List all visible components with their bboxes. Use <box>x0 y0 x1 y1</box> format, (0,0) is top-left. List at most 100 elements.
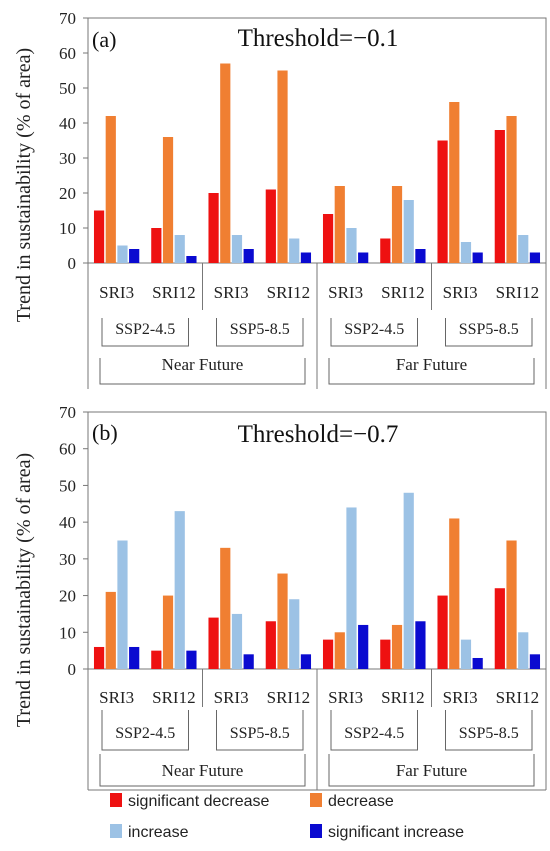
category-label: SRI12 <box>381 283 424 302</box>
bar <box>518 632 529 669</box>
y-tick-label: 20 <box>59 184 76 203</box>
scenario-label: SSP2-4.5 <box>344 725 404 742</box>
bar <box>93 210 105 263</box>
bar <box>300 252 312 263</box>
y-tick-label: 70 <box>59 9 76 28</box>
bar <box>231 613 243 669</box>
bar <box>334 186 345 263</box>
bar <box>460 639 472 669</box>
category-label: SRI3 <box>443 688 478 707</box>
category-label: SRI12 <box>267 283 310 302</box>
scenario-label: SSP5-8.5 <box>459 725 519 742</box>
y-tick-label: 10 <box>59 623 76 642</box>
bar <box>415 249 426 263</box>
y-tick-label: 60 <box>59 440 76 459</box>
category-label: SRI12 <box>381 688 424 707</box>
scenario-label: SSP2-4.5 <box>115 725 175 742</box>
legend-swatch <box>110 824 122 838</box>
y-tick-label: 70 <box>59 403 76 422</box>
scenario-bracket <box>330 318 418 347</box>
bar <box>437 140 448 263</box>
scenario-bracket <box>445 710 533 751</box>
bar <box>346 507 357 669</box>
scenario-label: SSP2-4.5 <box>344 321 404 338</box>
legend-swatch <box>110 793 122 807</box>
bar <box>358 624 369 669</box>
legend-swatch <box>310 793 322 807</box>
bar <box>265 189 276 263</box>
bar <box>105 116 116 263</box>
bar <box>243 249 254 263</box>
panel-label: (b) <box>92 420 118 445</box>
y-axis-label-a: Trend in sustainability (% of area) <box>13 48 35 322</box>
bar <box>391 624 403 669</box>
period-bracket <box>99 754 306 787</box>
category-label: SRI3 <box>328 283 363 302</box>
bar <box>529 654 541 669</box>
bar <box>208 617 219 669</box>
period-label: Far Future <box>396 355 467 374</box>
bar <box>208 193 219 263</box>
bar <box>472 657 483 669</box>
chart-panel-a: 0 10 20 30 40 50 60 70 SRI3 SRI12 SRI3 SRI12 SRI3 SRI… <box>59 9 547 389</box>
bar <box>265 621 276 669</box>
category-label: SRI3 <box>214 283 249 302</box>
bar <box>506 540 517 669</box>
bar <box>449 518 460 669</box>
bar <box>117 245 128 263</box>
category-label: SRI12 <box>152 688 195 707</box>
bar <box>380 639 391 669</box>
chart-legend: significant decrease decrease increase sign… <box>110 793 464 841</box>
y-tick-label: 50 <box>59 79 76 98</box>
bar <box>437 595 448 669</box>
plot-frame <box>87 411 547 670</box>
period-label: Far Future <box>396 761 467 780</box>
category-label: SRI3 <box>443 283 478 302</box>
chart-title: Threshold=−0.1 <box>238 25 399 52</box>
bar <box>415 621 426 669</box>
bar <box>231 235 243 263</box>
bar <box>117 540 128 669</box>
bar <box>403 492 414 669</box>
bar <box>129 249 140 263</box>
category-label: SRI12 <box>152 283 195 302</box>
y-tick-label: 30 <box>59 550 76 569</box>
legend-label: increase <box>128 824 189 841</box>
scenario-bracket <box>101 710 189 751</box>
period-label: Near Future <box>162 761 244 780</box>
category-label: SRI12 <box>496 688 539 707</box>
bar <box>391 186 403 263</box>
y-tick-label: 60 <box>59 44 76 63</box>
scenario-label: SSP5-8.5 <box>230 725 290 742</box>
bar <box>403 200 414 263</box>
period-bracket <box>99 358 306 385</box>
bar <box>380 238 391 263</box>
legend-label: significant increase <box>328 824 464 841</box>
scenario-label: SSP5-8.5 <box>230 321 290 338</box>
bar <box>220 547 231 669</box>
chart-panel-b: 0 10 20 30 40 50 60 70 SRI3 SRI12 SRI3 SRI12 SRI3 SRI… <box>59 403 547 791</box>
bar <box>518 235 529 263</box>
bar <box>162 137 174 263</box>
scenario-label: SSP5-8.5 <box>459 321 519 338</box>
y-tick-label: 0 <box>68 254 77 273</box>
y-axis-label-b: Trend in sustainability (% of area) <box>13 453 35 727</box>
plot-frame <box>87 17 547 264</box>
bar <box>93 646 105 669</box>
bar <box>151 228 162 263</box>
y-tick-label: 40 <box>59 513 76 532</box>
category-label: SRI3 <box>328 688 363 707</box>
legend-label: decrease <box>328 793 394 810</box>
scenario-bracket <box>330 710 418 751</box>
category-label: SRI12 <box>267 688 310 707</box>
bar <box>277 70 288 263</box>
legend-label: significant decrease <box>128 793 270 810</box>
bar <box>322 639 334 669</box>
bar <box>289 238 300 263</box>
bar <box>186 650 197 669</box>
bar <box>151 650 162 669</box>
period-bracket <box>328 358 535 385</box>
bar <box>243 654 254 669</box>
bar <box>277 573 288 669</box>
